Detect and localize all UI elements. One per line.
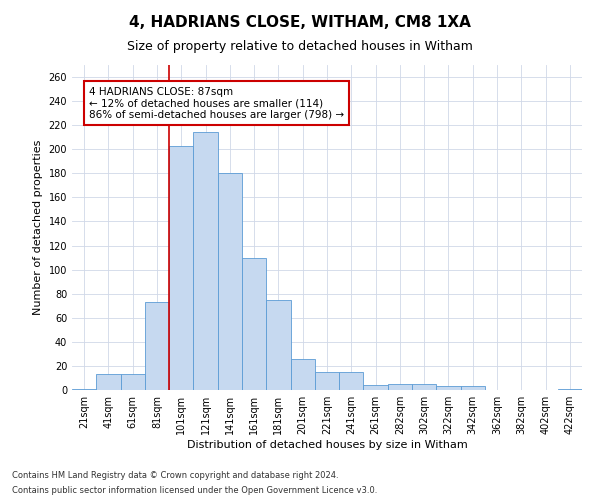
Bar xyxy=(461,386,485,390)
Bar xyxy=(436,386,461,390)
Bar xyxy=(339,372,364,390)
Bar xyxy=(242,258,266,390)
Bar xyxy=(558,389,582,390)
Text: Size of property relative to detached houses in Witham: Size of property relative to detached ho… xyxy=(127,40,473,53)
Bar xyxy=(290,358,315,390)
Text: Contains HM Land Registry data © Crown copyright and database right 2024.: Contains HM Land Registry data © Crown c… xyxy=(12,471,338,480)
X-axis label: Distribution of detached houses by size in Witham: Distribution of detached houses by size … xyxy=(187,440,467,450)
Bar xyxy=(412,384,436,390)
Bar xyxy=(315,372,339,390)
Text: 4, HADRIANS CLOSE, WITHAM, CM8 1XA: 4, HADRIANS CLOSE, WITHAM, CM8 1XA xyxy=(129,15,471,30)
Bar xyxy=(364,385,388,390)
Bar xyxy=(169,146,193,390)
Bar xyxy=(388,384,412,390)
Bar xyxy=(96,374,121,390)
Y-axis label: Number of detached properties: Number of detached properties xyxy=(33,140,43,315)
Bar xyxy=(145,302,169,390)
Bar xyxy=(121,374,145,390)
Bar xyxy=(72,389,96,390)
Bar xyxy=(266,300,290,390)
Text: 4 HADRIANS CLOSE: 87sqm
← 12% of detached houses are smaller (114)
86% of semi-d: 4 HADRIANS CLOSE: 87sqm ← 12% of detache… xyxy=(89,86,344,120)
Bar xyxy=(218,174,242,390)
Text: Contains public sector information licensed under the Open Government Licence v3: Contains public sector information licen… xyxy=(12,486,377,495)
Bar xyxy=(193,132,218,390)
